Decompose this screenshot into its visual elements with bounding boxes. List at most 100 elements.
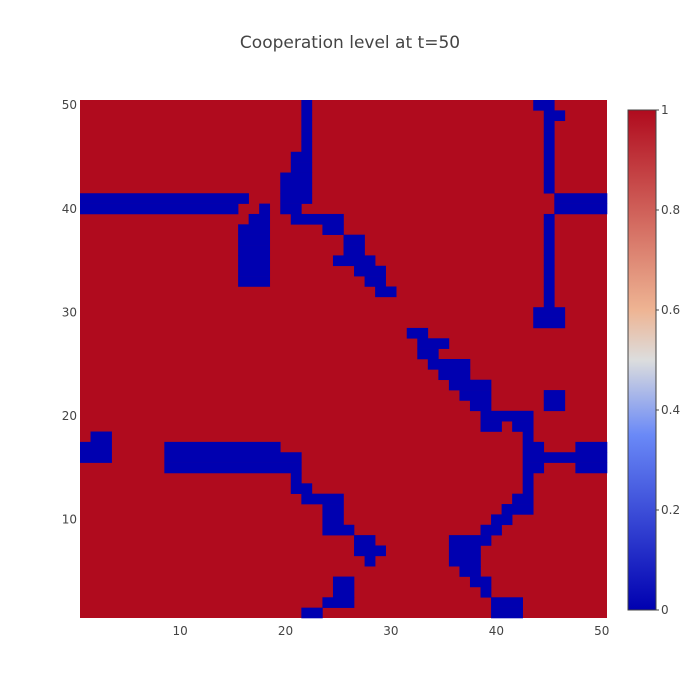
heatmap-cell <box>375 286 397 298</box>
heatmap-cell <box>248 213 271 225</box>
heatmap-cell <box>522 431 534 443</box>
heatmap-cell <box>301 131 313 142</box>
heatmap-cell <box>543 276 555 287</box>
heatmap-cell <box>301 100 313 111</box>
heatmap-cell <box>290 472 302 484</box>
heatmap-cell <box>290 213 344 225</box>
heatmap-cell <box>332 576 355 588</box>
heatmap-cell <box>512 421 534 432</box>
heatmap-cell <box>90 431 112 443</box>
heatmap-cell <box>354 535 376 546</box>
heatmap-cell <box>491 597 523 608</box>
heatmap-cell <box>543 141 555 153</box>
heatmap-cell <box>533 100 555 111</box>
heatmap-cell <box>354 265 386 277</box>
heatmap-cell <box>480 586 492 598</box>
heatmap-cell <box>406 327 429 339</box>
heatmap-cell <box>301 110 313 122</box>
heatmap-cell <box>290 483 313 494</box>
heatmap-cell <box>491 607 523 619</box>
x-tick-label: 40 <box>489 624 504 638</box>
heatmap-cell <box>501 504 534 515</box>
heatmap-cell <box>301 607 323 619</box>
heatmap-cell <box>575 441 608 453</box>
heatmap-cell <box>575 462 608 474</box>
colorbar-tick-label: 0.4 <box>661 403 680 417</box>
heatmap-cell <box>427 359 471 370</box>
heatmap-cell <box>80 452 112 463</box>
heatmap-cell <box>238 255 271 267</box>
heatmap-cell <box>543 286 555 298</box>
heatmap-cell <box>322 514 344 526</box>
heatmap-cell <box>533 307 566 318</box>
heatmap-cell <box>522 483 534 494</box>
y-tick-label: 40 <box>62 202 77 216</box>
colorbar-tick-label: 1 <box>661 103 669 117</box>
y-tick-label: 20 <box>62 409 77 423</box>
heatmap-cell <box>459 566 481 577</box>
heatmap-cell <box>491 514 513 526</box>
heatmap-cell <box>512 493 534 505</box>
y-tick-label: 30 <box>62 305 77 319</box>
heatmap-cell <box>364 555 376 567</box>
heatmap-cell <box>259 203 271 215</box>
heatmap-cell <box>322 524 355 536</box>
heatmap-cell <box>543 245 555 256</box>
heatmap-cell <box>164 452 302 463</box>
heatmap-cell <box>332 586 355 598</box>
heatmap-cell <box>322 504 344 515</box>
colorbar <box>627 109 657 611</box>
heatmap-cell <box>417 348 439 360</box>
colorbar-tick-label: 0.6 <box>661 303 680 317</box>
heatmap-cell <box>543 182 555 194</box>
y-tick-label: 50 <box>62 98 77 112</box>
heatmap-cell <box>343 234 365 246</box>
heatmap-cell <box>80 193 249 204</box>
heatmap-cell <box>448 535 492 546</box>
heatmap-background <box>80 100 607 618</box>
heatmap-cell <box>238 265 271 277</box>
heatmap-cell <box>448 545 481 557</box>
heatmap-cell <box>543 296 555 308</box>
heatmap-cell <box>543 390 566 401</box>
heatmap-cell <box>522 441 545 453</box>
heatmap-cell <box>238 224 271 235</box>
heatmap-cell <box>164 462 302 474</box>
heatmap-cell <box>290 162 313 173</box>
heatmap-cell <box>164 441 281 453</box>
heatmap-cell <box>480 524 502 536</box>
heatmap-cell <box>238 234 271 246</box>
heatmap-cell <box>322 597 355 608</box>
heatmap-cell <box>469 576 492 588</box>
heatmap-cell <box>280 182 313 194</box>
x-tick-label: 30 <box>383 624 398 638</box>
colorbar-tick-label: 0.8 <box>661 203 680 217</box>
heatmap-cell <box>543 213 555 225</box>
heatmap-cell <box>280 193 313 204</box>
heatmap-cell <box>80 203 239 215</box>
heatmap-cell <box>417 338 450 349</box>
chart-title: Cooperation level at t=50 <box>239 33 461 53</box>
heatmap-cell <box>543 131 555 142</box>
heatmap-cell <box>343 245 365 256</box>
heatmap-cell <box>522 462 545 474</box>
heatmap-cell <box>543 224 555 235</box>
y-tick-label: 10 <box>62 513 77 527</box>
heatmap-cell <box>543 265 555 277</box>
heatmap-cell <box>543 234 555 246</box>
heatmap-cell <box>280 172 313 184</box>
heatmap-cell <box>554 193 608 204</box>
heatmap-cell <box>322 224 344 235</box>
heatmap-cell <box>543 162 555 173</box>
heatmap-cell <box>480 421 502 432</box>
x-tick-label: 10 <box>172 624 187 638</box>
heatmap-cell <box>290 151 313 163</box>
heatmap-cell <box>543 151 555 163</box>
heatmap-cell <box>238 245 271 256</box>
x-tick-label: 50 <box>594 624 609 638</box>
heatmap-cell <box>301 141 313 153</box>
heatmap-cell <box>448 555 481 567</box>
heatmap-cell <box>480 410 534 422</box>
heatmap-cell <box>543 400 566 412</box>
heatmap-cell <box>354 545 386 557</box>
